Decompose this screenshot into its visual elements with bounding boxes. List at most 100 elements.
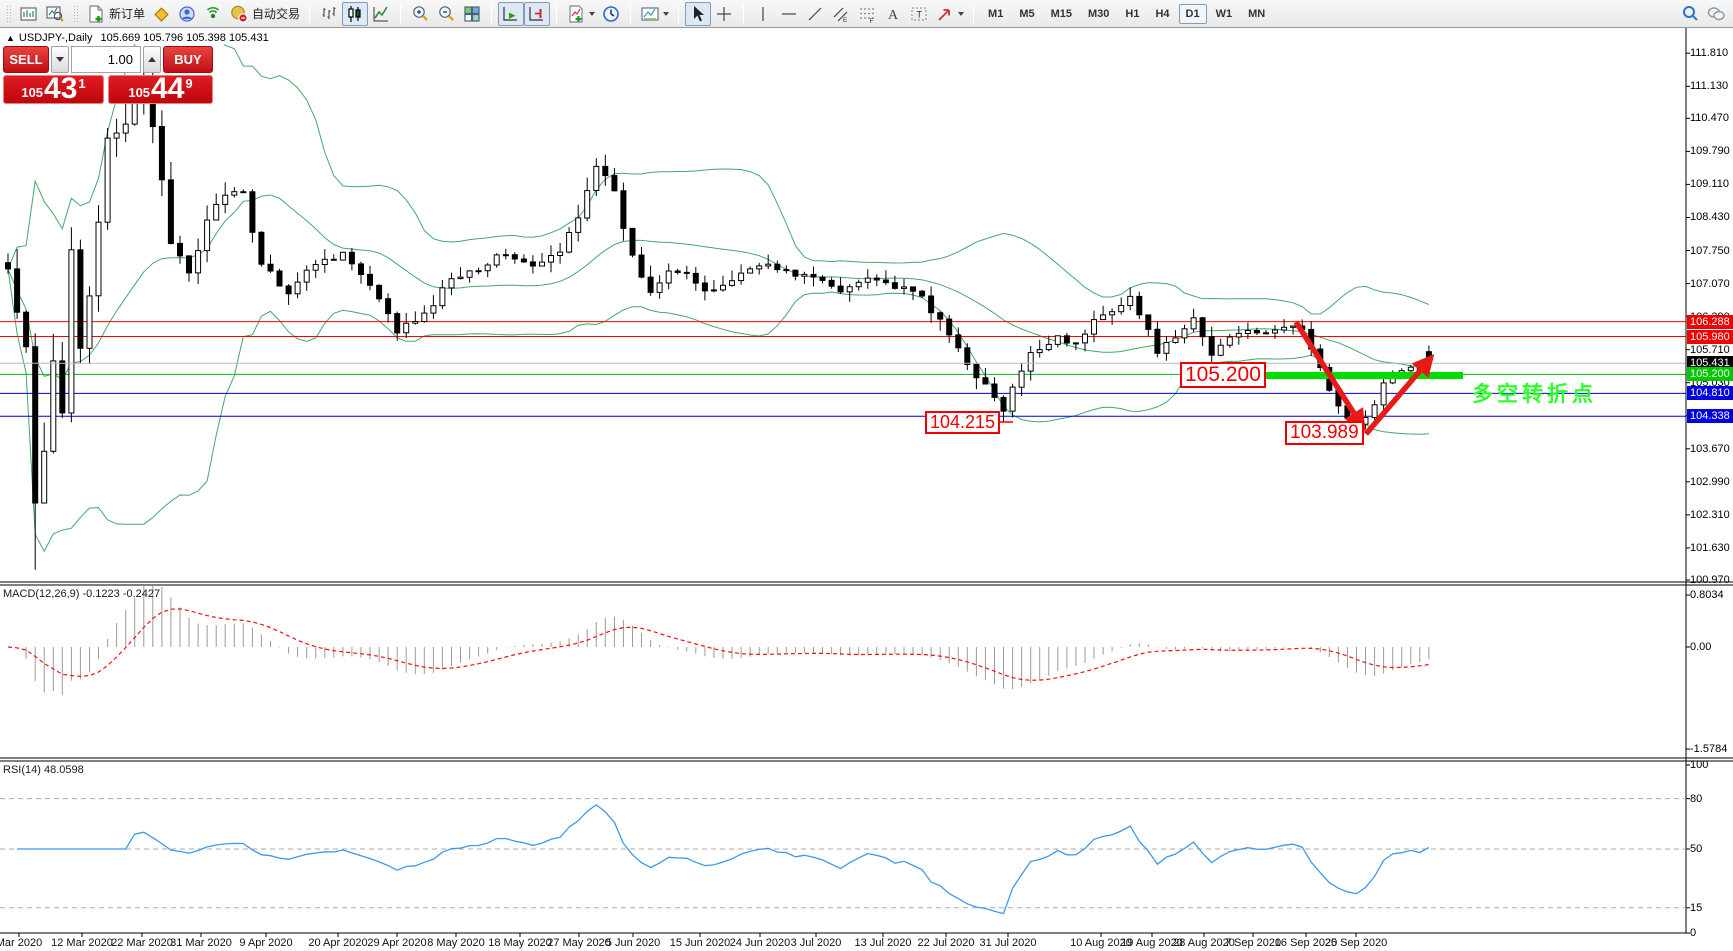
terminal-icon (203, 4, 223, 24)
toolbar-separator (973, 3, 975, 24)
price-tick-105.710: 105.710 (1690, 344, 1730, 356)
note-text[interactable]: 多空转折点 (1472, 383, 1597, 406)
timeframe-h4-button[interactable]: H4 (1155, 7, 1170, 20)
time-label: 27 May 2020 (547, 937, 611, 949)
volume-increase-button[interactable] (143, 46, 161, 73)
annotation-box-104.215[interactable]: 104.215 (925, 411, 1001, 434)
arrows-button[interactable] (932, 2, 967, 26)
sell-price-display[interactable]: 105 43 1 (3, 74, 104, 104)
annotation-box-105.200[interactable]: 105.200 (1180, 362, 1266, 389)
toolbar-drag-handle[interactable] (6, 4, 11, 23)
chart-workspace[interactable]: ▲ USDJPY-,Daily 105.669 105.796 105.398 … (0, 28, 1733, 951)
line-chart-icon (371, 4, 391, 24)
templates-button[interactable] (637, 2, 672, 26)
profiles-button[interactable] (42, 2, 68, 26)
tile-windows-button[interactable] (459, 2, 485, 26)
timeframe-d1-button[interactable]: D1 (1178, 3, 1207, 24)
line-chart-button[interactable] (368, 2, 394, 26)
zoom-in-button[interactable] (407, 2, 433, 26)
search-icon (1680, 4, 1700, 24)
toolbar-group: 新订单 自动交易 (80, 1, 306, 27)
indicators-button[interactable] (563, 2, 598, 26)
time-label: 7 Sep 2020 (1224, 937, 1282, 949)
text-label-button[interactable]: T (906, 2, 932, 26)
timeframe-m15-button[interactable]: M15 (1050, 7, 1072, 20)
trend-arrow-1[interactable] (1293, 320, 1366, 432)
toolbar-group (560, 1, 627, 27)
crosshair-button[interactable] (711, 2, 737, 26)
bar-chart-button[interactable] (316, 2, 342, 26)
chart-shift-icon (527, 4, 547, 24)
time-label: 20 Apr 2020 (308, 937, 368, 949)
time-label: 12 Mar 2020 (51, 937, 113, 949)
macd-tick--1.5784: -1.5784 (1690, 743, 1728, 755)
timeframe-m30-button[interactable]: M30 (1088, 7, 1110, 20)
main-price-pane[interactable] (0, 28, 1686, 570)
timeframe-w1-button[interactable]: W1 (1215, 7, 1233, 20)
sell-button[interactable]: SELL (3, 46, 49, 73)
price-tag-105.980: 105.980 (1687, 330, 1733, 344)
bollinger-lower-band (7, 268, 1429, 553)
timeframe-mn-button[interactable]: MN (1248, 7, 1266, 20)
price-tag-105.200: 105.200 (1687, 367, 1733, 381)
data-window-button[interactable] (148, 2, 174, 26)
volume-decrease-button[interactable] (51, 46, 69, 73)
price-tick-101.630: 101.630 (1690, 542, 1730, 554)
time-label: 10 Aug 2020 (1070, 937, 1132, 949)
zoom-out-icon (436, 4, 456, 24)
toolbar-group (404, 1, 488, 27)
rsi-pane[interactable] (0, 798, 1686, 915)
navigator-button[interactable] (174, 2, 200, 26)
search-button[interactable] (1677, 2, 1703, 26)
data-window-icon (151, 4, 171, 24)
channel-button[interactable]: E (828, 2, 854, 26)
annotation-box-103.989[interactable]: 103.989 (1285, 421, 1364, 445)
navigator-icon (177, 4, 197, 24)
terminal-button[interactable] (200, 2, 226, 26)
trendline-icon (805, 4, 825, 24)
fibonacci-button[interactable]: F (854, 2, 880, 26)
toolbar-separator (630, 3, 632, 24)
rsi-line (17, 804, 1430, 915)
periods-button[interactable] (598, 2, 624, 26)
new-order-button[interactable]: 新订单 (83, 2, 148, 26)
templates-icon (640, 4, 660, 24)
svg-text:F: F (870, 18, 874, 24)
price-tag-105.431: 105.431 (1687, 356, 1733, 370)
toolbar-group (495, 1, 553, 27)
autotrading-button[interactable]: 自动交易 (226, 2, 303, 26)
macd-tick-0.00: 0.00 (1690, 641, 1712, 653)
timeframe-m5-button[interactable]: M5 (1019, 7, 1035, 20)
vertical-line-button[interactable] (750, 2, 776, 26)
trend-arrow-2[interactable] (1363, 353, 1435, 436)
price-tick-109.790: 109.790 (1690, 145, 1730, 157)
text-button[interactable]: A (880, 2, 906, 26)
auto-scroll-icon (501, 4, 521, 24)
chat-button[interactable] (1703, 2, 1729, 26)
toolbar-drag-handle[interactable] (73, 4, 78, 23)
buy-price-display[interactable]: 105 44 9 (108, 74, 213, 104)
chart-canvas[interactable] (0, 28, 1733, 951)
candle-chart-button[interactable] (342, 1, 369, 26)
time-label: 19 Aug 2020 (1121, 937, 1183, 949)
auto-scroll-button[interactable] (498, 1, 525, 26)
horizontal-line-button[interactable] (776, 2, 802, 26)
price-tag-104.810: 104.810 (1687, 386, 1733, 400)
new-chart-button[interactable] (16, 2, 42, 26)
timeframe-m1-button[interactable]: M1 (988, 7, 1004, 20)
chart-shift-button[interactable] (524, 1, 551, 26)
buy-button[interactable]: BUY (163, 46, 213, 73)
down-arrow-icon (56, 57, 64, 62)
timeframe-h1-button[interactable]: H1 (1125, 7, 1140, 20)
price-tick-100.970: 100.970 (1690, 574, 1730, 586)
highlight-support-line[interactable] (1255, 372, 1463, 379)
macd-pane[interactable] (7, 586, 1430, 696)
channel-icon: E (831, 4, 851, 24)
buy-price-sup: 9 (185, 76, 193, 91)
zoom-out-button[interactable] (433, 2, 459, 26)
rsi-tick-80: 80 (1690, 793, 1703, 805)
toolbar-group (13, 1, 71, 27)
cursor-button[interactable] (685, 1, 712, 26)
trendline-button[interactable] (802, 2, 828, 26)
volume-input[interactable]: 1.00 (71, 46, 141, 73)
